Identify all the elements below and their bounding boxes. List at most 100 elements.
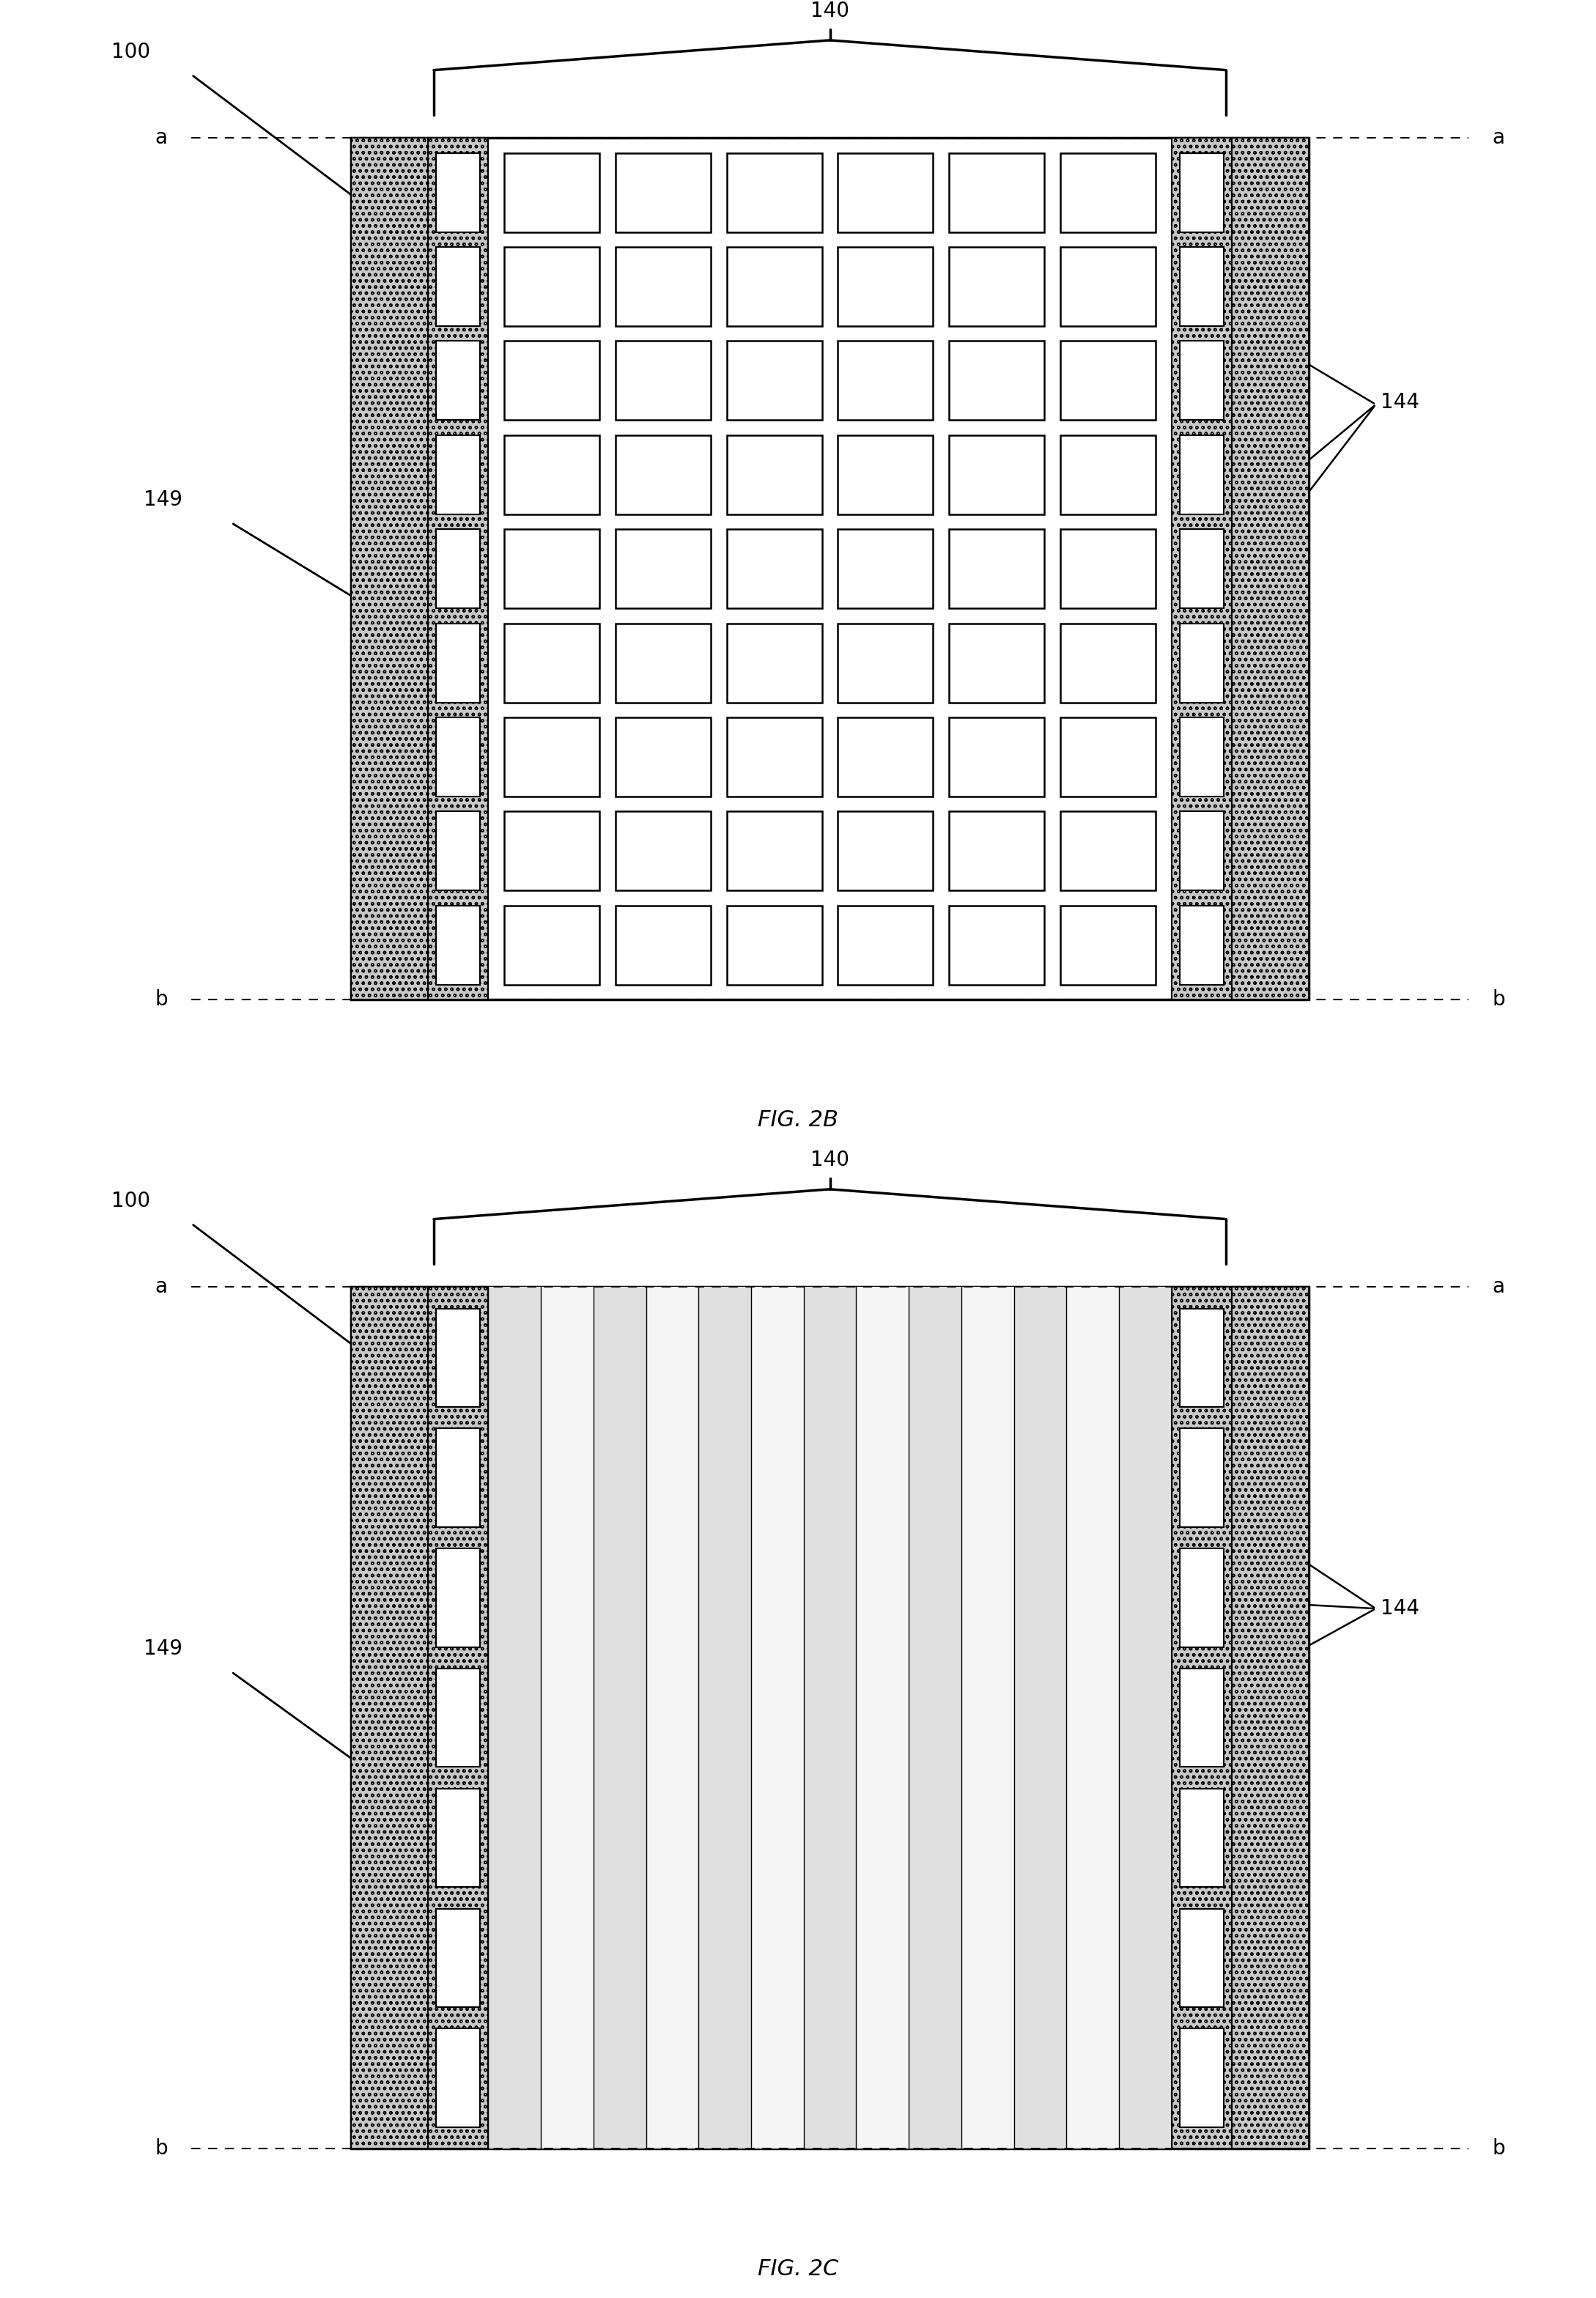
Bar — [436, 717, 480, 797]
Bar — [950, 529, 1044, 609]
Text: 149: 149 — [144, 1638, 182, 1659]
Bar — [726, 811, 822, 892]
Bar — [1171, 138, 1232, 1000]
Bar — [855, 1287, 908, 2149]
Bar — [838, 434, 934, 515]
Bar — [504, 623, 600, 703]
Text: a: a — [1492, 1278, 1505, 1296]
Bar — [616, 154, 710, 232]
Bar — [616, 811, 710, 892]
Bar — [351, 1287, 1309, 2149]
Bar — [504, 434, 600, 515]
Bar — [1179, 717, 1224, 797]
Bar — [436, 2029, 480, 2128]
Text: b: b — [155, 990, 168, 1009]
Bar — [838, 905, 934, 986]
Bar — [838, 246, 934, 326]
Bar — [838, 154, 934, 232]
Bar — [504, 340, 600, 421]
Bar — [950, 246, 1044, 326]
Bar — [504, 246, 600, 326]
Bar — [838, 717, 934, 797]
Bar — [1179, 1668, 1224, 1767]
Text: FIG. 2C: FIG. 2C — [758, 2259, 838, 2280]
Bar — [504, 717, 600, 797]
Bar — [436, 529, 480, 609]
Text: 100: 100 — [112, 1190, 150, 1211]
Bar — [351, 1287, 428, 2149]
Bar — [752, 1287, 804, 2149]
Bar — [594, 1287, 646, 2149]
Text: 149: 149 — [144, 489, 182, 510]
Bar — [1179, 1308, 1224, 1406]
Bar — [950, 623, 1044, 703]
Bar — [436, 1308, 480, 1406]
Bar — [1060, 154, 1156, 232]
Text: 140: 140 — [811, 1149, 849, 1170]
Bar — [351, 138, 1309, 1000]
Text: b: b — [1492, 2139, 1505, 2158]
Bar — [1179, 529, 1224, 609]
Bar — [1179, 1910, 1224, 2006]
Bar — [1179, 1429, 1224, 1526]
Bar — [1179, 905, 1224, 986]
Bar — [646, 1287, 699, 2149]
Bar — [950, 434, 1044, 515]
Bar — [1171, 1287, 1232, 2149]
Bar — [436, 434, 480, 515]
Bar — [436, 340, 480, 421]
Bar — [1119, 1287, 1171, 2149]
Bar — [1060, 811, 1156, 892]
Bar — [726, 717, 822, 797]
Text: b: b — [155, 2139, 168, 2158]
Bar — [1171, 1287, 1232, 2149]
Bar — [1179, 811, 1224, 892]
Bar — [1066, 1287, 1119, 2149]
Bar — [436, 1549, 480, 1648]
Bar — [726, 154, 822, 232]
Bar — [1060, 434, 1156, 515]
Bar — [1013, 1287, 1066, 2149]
Bar — [838, 811, 934, 892]
Bar — [1060, 717, 1156, 797]
Bar — [616, 340, 710, 421]
Bar — [436, 1668, 480, 1767]
Bar — [1179, 340, 1224, 421]
Bar — [726, 905, 822, 986]
Bar — [428, 138, 488, 1000]
Bar — [428, 138, 488, 1000]
Bar — [1060, 340, 1156, 421]
Bar — [436, 246, 480, 326]
Bar — [616, 905, 710, 986]
Bar — [541, 1287, 594, 2149]
Bar — [1232, 1287, 1309, 2149]
Bar — [1060, 623, 1156, 703]
Bar — [1179, 1549, 1224, 1648]
Text: a: a — [155, 129, 168, 147]
Text: 140: 140 — [811, 0, 849, 21]
Text: 100: 100 — [112, 41, 150, 62]
Bar — [428, 1287, 488, 2149]
Bar — [616, 529, 710, 609]
Bar — [504, 529, 600, 609]
Bar — [1232, 138, 1309, 1000]
Text: b: b — [1492, 990, 1505, 1009]
Bar — [950, 340, 1044, 421]
Bar — [1179, 623, 1224, 703]
Text: 144: 144 — [1381, 393, 1419, 411]
Bar — [436, 1788, 480, 1887]
Bar — [351, 138, 428, 1000]
Bar — [616, 246, 710, 326]
Bar — [961, 1287, 1013, 2149]
Bar — [908, 1287, 961, 2149]
Bar — [838, 340, 934, 421]
Bar — [436, 623, 480, 703]
Bar — [1171, 138, 1232, 1000]
Text: 144: 144 — [1381, 1599, 1419, 1618]
Bar — [428, 1287, 488, 2149]
Bar — [504, 811, 600, 892]
Bar — [726, 340, 822, 421]
Bar — [950, 811, 1044, 892]
Bar — [726, 246, 822, 326]
Text: a: a — [1492, 129, 1505, 147]
